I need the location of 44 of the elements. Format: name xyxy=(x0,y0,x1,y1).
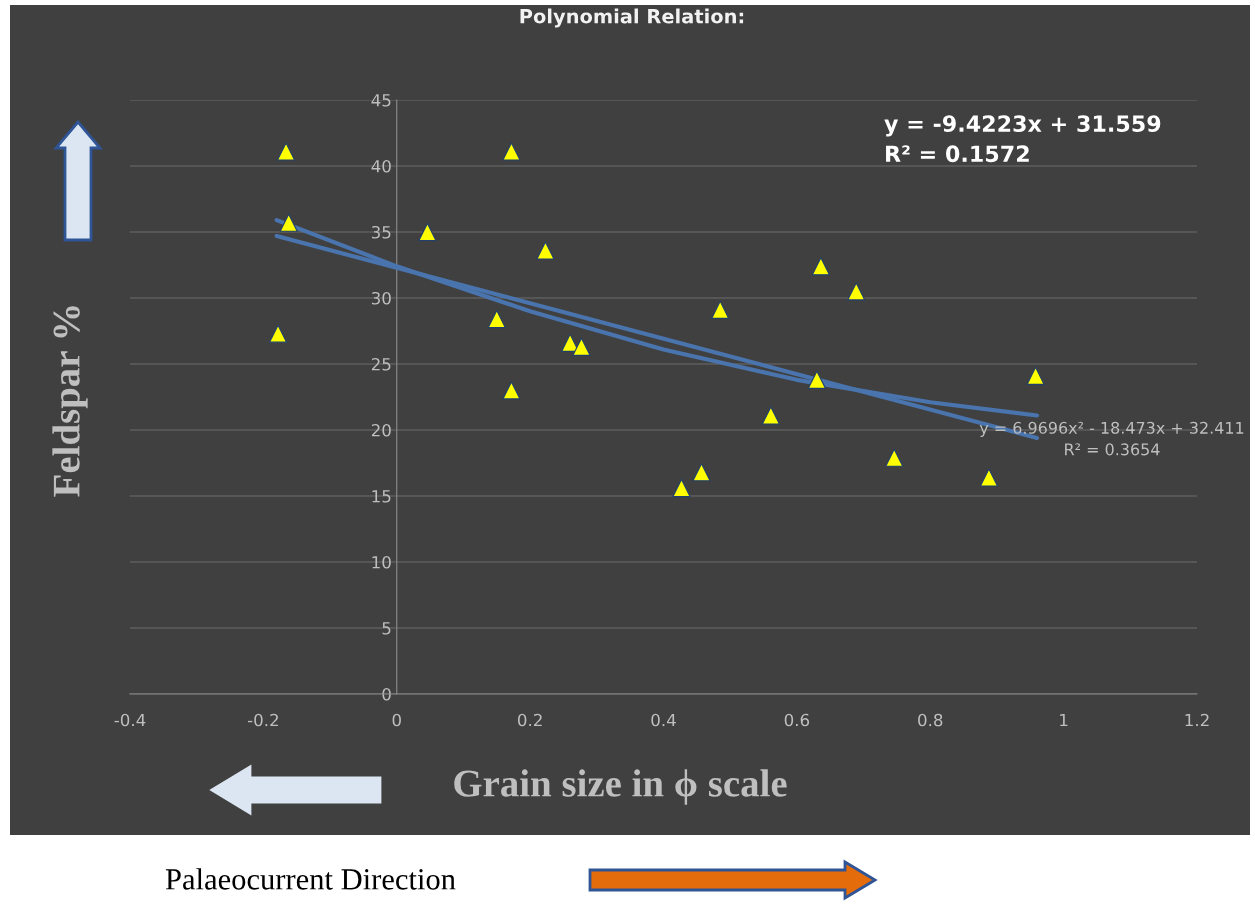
point xyxy=(692,463,711,482)
x-tick-label: 1 xyxy=(1060,713,1068,727)
point xyxy=(1026,366,1045,385)
point xyxy=(847,282,866,301)
point xyxy=(502,142,521,161)
x-tick-label: 0.8 xyxy=(918,713,943,727)
x-tick-label: 0.4 xyxy=(651,713,676,727)
y-tick-label: 25 xyxy=(371,357,391,371)
y-tick-label: 40 xyxy=(371,159,391,173)
annotation: y = 6.9696x² - 18.473x + 32.411 R² = 0.3654 xyxy=(979,421,1244,456)
point xyxy=(572,337,591,356)
point xyxy=(761,406,780,425)
annotation: y = -9.4223x + 31.559 R² = 0.1572 xyxy=(884,115,1161,163)
point xyxy=(711,300,730,319)
point xyxy=(811,257,830,276)
y-tick-label: 10 xyxy=(372,555,391,569)
point xyxy=(885,448,904,467)
point xyxy=(502,381,521,400)
chart-title: Polynomial Relation: xyxy=(520,8,744,28)
x-tick-label: 1.2 xyxy=(1185,713,1209,727)
x-tick-label: 0 xyxy=(392,713,401,727)
x-tick-label: -0.4 xyxy=(114,713,146,727)
point xyxy=(807,370,826,389)
point xyxy=(672,479,691,498)
point xyxy=(418,222,437,242)
y-tick-label: 5 xyxy=(382,622,391,635)
point xyxy=(276,142,296,161)
x-tick-label: 0.6 xyxy=(784,713,810,727)
y-tick-label: 30 xyxy=(371,291,391,305)
y-axis-title: Feldspar % xyxy=(52,306,88,497)
y-tick-label: 20 xyxy=(371,423,391,437)
point xyxy=(979,468,998,487)
point xyxy=(536,241,555,260)
point xyxy=(268,324,288,343)
x-tick-label: -0.2 xyxy=(247,713,278,727)
point xyxy=(279,213,298,232)
y-tick-label: 15 xyxy=(372,490,391,503)
x-axis-title: Grain size in ϕ scale xyxy=(454,769,787,805)
x-tick-label: 0.2 xyxy=(517,713,542,727)
y-tick-label: 35 xyxy=(371,225,391,239)
point xyxy=(487,310,506,329)
y-tick-label: 45 xyxy=(371,94,391,107)
text: Palaeocurrent Direction xyxy=(165,868,456,890)
y-tick-label: 0 xyxy=(382,687,391,701)
